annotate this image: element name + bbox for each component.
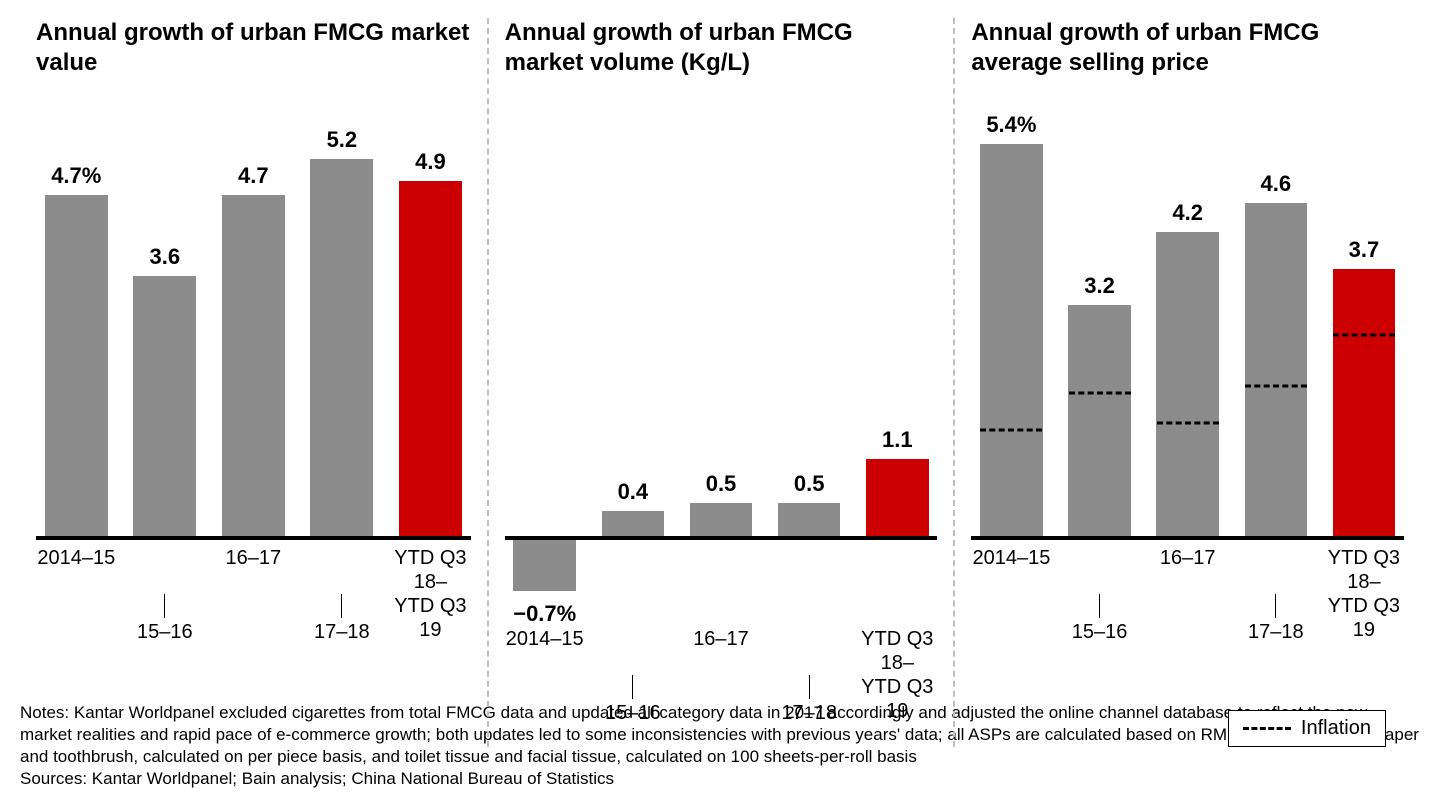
sources-text: Sources: Kantar Worldpanel; Bain analysi… — [20, 768, 1420, 790]
chart-avg-selling-price: 5.4% 3.2 4.2 4.6 3.7 — [971, 100, 1404, 540]
chart-market-volume: −0.7% 0.4 0.5 0.5 1.1 — [505, 100, 938, 540]
bar — [690, 503, 753, 540]
bar-column: 3.7 — [1324, 100, 1404, 540]
bar-column: −0.7% — [505, 100, 585, 540]
x-axis-baseline — [971, 536, 1404, 540]
panel-avg-selling-price: Annual growth of urban FMCG average sell… — [953, 18, 1420, 747]
bar-column: 0.4 — [593, 100, 673, 540]
x-axis-label — [971, 594, 1051, 644]
bar-value-label: 3.6 — [150, 244, 181, 270]
bar-column: 3.2 — [1059, 100, 1139, 540]
bar-value-label: 4.2 — [1172, 200, 1203, 226]
x-axis-label: 17–18 — [1236, 594, 1316, 644]
bar — [1156, 232, 1218, 540]
x-axis-tick — [164, 594, 165, 618]
bar-value-label: 0.5 — [794, 471, 825, 497]
bar-value-label: 3.7 — [1349, 237, 1380, 263]
bar-column: 3.6 — [125, 100, 206, 540]
bar — [1068, 305, 1130, 540]
bar-column: 4.6 — [1236, 100, 1316, 540]
x-axis-label — [1148, 594, 1228, 644]
legend-dash-icon — [1243, 727, 1291, 730]
x-axis-label — [213, 594, 294, 644]
bar — [866, 459, 929, 540]
bar — [399, 181, 462, 540]
panel-title: Annual growth of urban FMCG market value — [36, 18, 471, 82]
bar — [222, 195, 285, 540]
x-axis-baseline — [36, 536, 471, 540]
bar-column: 0.5 — [769, 100, 849, 540]
x-axis-label — [1324, 594, 1404, 644]
chart-market-value: 4.7% 3.6 4.7 5.2 4.9 — [36, 100, 471, 540]
bar-column: 4.9 — [390, 100, 471, 540]
bar-column: 4.2 — [1148, 100, 1228, 540]
x-axis-label — [36, 594, 117, 644]
x-axis-label — [505, 675, 585, 725]
x-axis-labels: 2014–1516–17YTD Q3 18– YTD Q3 1915–1617–… — [971, 546, 1404, 666]
panel-market-value: Annual growth of urban FMCG market value… — [20, 18, 487, 747]
bar-column: 0.5 — [681, 100, 761, 540]
bar-column: 5.2 — [302, 100, 383, 540]
x-axis-label: 15–16 — [1059, 594, 1139, 644]
bar-value-label: 4.7% — [51, 163, 101, 189]
x-axis-tick — [341, 594, 342, 618]
bar-value-label: 3.2 — [1084, 273, 1115, 299]
x-axis-label — [681, 675, 761, 725]
bar-value-label: 5.2 — [327, 127, 358, 153]
bar-group: 5.4% 3.2 4.2 4.6 3.7 — [971, 100, 1404, 540]
x-axis-baseline — [505, 536, 938, 540]
bar — [778, 503, 841, 540]
bar-value-label: 4.9 — [415, 149, 446, 175]
x-axis-label: 17–18 — [769, 675, 849, 725]
bar — [45, 195, 108, 540]
x-axis-tick — [809, 675, 810, 699]
bar-value-label: 4.7 — [238, 163, 269, 189]
panel-market-volume: Annual growth of urban FMCG market volum… — [487, 18, 954, 747]
bar-column: 1.1 — [857, 100, 937, 540]
bar — [1245, 203, 1307, 540]
bar-group: 4.7% 3.6 4.7 5.2 4.9 — [36, 100, 471, 540]
bar-value-label: 1.1 — [882, 427, 913, 453]
x-axis-tick — [1099, 594, 1100, 618]
bar — [133, 276, 196, 540]
bar-value-label: 0.4 — [618, 479, 649, 505]
panel-title: Annual growth of urban FMCG market volum… — [505, 18, 938, 82]
bar-column: 5.4% — [971, 100, 1051, 540]
x-axis-labels: 2014–1516–17YTD Q3 18– YTD Q3 1915–1617–… — [505, 546, 938, 747]
x-axis-label — [857, 675, 937, 725]
bar-column: 4.7 — [213, 100, 294, 540]
bar-value-label: 5.4% — [986, 112, 1036, 138]
x-axis-label: 17–18 — [302, 594, 383, 644]
x-axis-tick — [632, 675, 633, 699]
chart-panels: Annual growth of urban FMCG market value… — [20, 18, 1420, 688]
bar-value-label: 4.6 — [1260, 171, 1291, 197]
legend-label: Inflation — [1301, 717, 1371, 740]
bar — [980, 144, 1042, 540]
x-axis-tick — [1275, 594, 1276, 618]
bar — [1333, 269, 1395, 540]
panel-title: Annual growth of urban FMCG average sell… — [971, 18, 1404, 82]
x-axis-label: 15–16 — [125, 594, 206, 644]
bar-value-label: 0.5 — [706, 471, 737, 497]
bar-group: −0.7% 0.4 0.5 0.5 1.1 — [505, 100, 938, 540]
legend-inflation: Inflation — [1228, 710, 1386, 747]
x-axis-labels: 2014–1516–17YTD Q3 18– YTD Q3 1915–1617–… — [36, 546, 471, 666]
bar-column: 4.7% — [36, 100, 117, 540]
bar — [310, 159, 373, 540]
x-axis-label — [390, 594, 471, 644]
x-axis-label: 15–16 — [593, 675, 673, 725]
